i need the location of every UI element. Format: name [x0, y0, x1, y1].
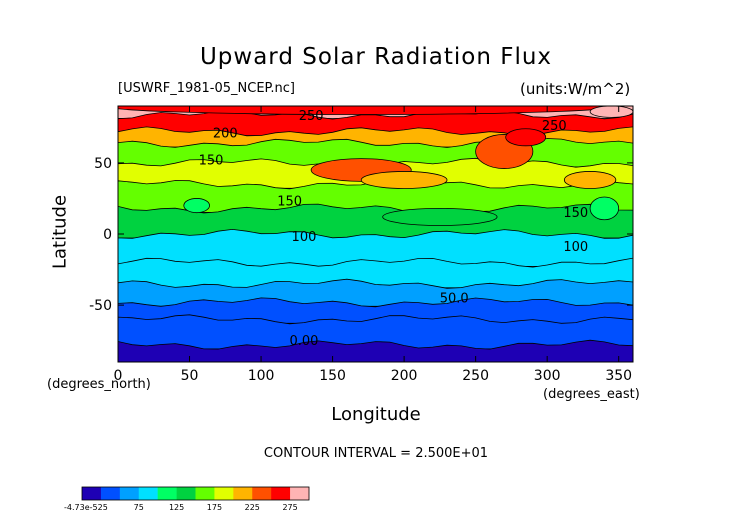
heatmap-patch: [589, 196, 620, 221]
contour-label: 50.0: [440, 291, 469, 306]
heatmap-band: [118, 278, 633, 307]
colorbar-swatch: [252, 487, 272, 500]
heatmap-band: [118, 257, 633, 289]
heatmap-band: [118, 109, 633, 136]
x-tick-label: 250: [462, 368, 489, 384]
colorbar-swatch: [138, 487, 158, 500]
x-tick-label: 300: [534, 368, 561, 384]
contour-label: 150: [563, 206, 588, 221]
heatmap-patch: [563, 171, 617, 189]
colorbar-swatch: [82, 487, 102, 500]
x-tick-label: 200: [391, 368, 418, 384]
colorbar-frame: [81, 486, 310, 501]
x-tick-label: 0: [114, 368, 123, 384]
x-tick-label: 50: [181, 368, 199, 384]
heatmap-patch: [360, 171, 448, 189]
heatmap-band: [118, 228, 633, 267]
contour-label: 150: [277, 195, 302, 210]
dataset-file-label: [USWRF_1981-05_NCEP.nc]: [118, 81, 295, 96]
contour-label: 200: [213, 126, 238, 141]
contour-label: 250: [299, 109, 324, 124]
contour-label: 150: [199, 153, 224, 168]
heatmap-band: [118, 339, 633, 362]
heatmap-field: 250 200 150 150 100 50.0 0.00 250 150 100: [118, 106, 633, 362]
colorbar-tick-label: 125: [169, 503, 184, 512]
x-axis-units: (degrees_east): [543, 387, 640, 402]
heatmap-band: [118, 314, 633, 350]
colorbar-tick-label: -4.73e-525: [64, 503, 108, 512]
colorbar-swatch: [195, 487, 215, 500]
contour-label: 100: [563, 240, 588, 255]
colorbar-swatch: [157, 487, 177, 500]
heatmap-patch: [382, 207, 498, 226]
colorbar-swatch: [119, 487, 140, 500]
colorbar-swatch: [214, 487, 234, 500]
contour-label: 250: [542, 119, 567, 134]
colorbar-swatch: [290, 487, 310, 500]
y-tick-label: 50: [94, 156, 112, 172]
colorbar-swatch: [271, 487, 291, 500]
x-tick-label: 150: [319, 368, 346, 384]
y-axis-units: (degrees_north): [47, 377, 151, 392]
heatmap-band: [118, 297, 633, 324]
heatmap-patch: [505, 128, 547, 147]
heatmap-patch: [183, 198, 210, 214]
colorbar-tick-label: 225: [245, 503, 260, 512]
x-axis-label: Longitude: [331, 404, 421, 425]
contour-label: 0.00: [289, 334, 318, 349]
colorbar-tick-label: 175: [207, 503, 222, 512]
colorbar-swatch: [233, 487, 253, 500]
colorbar-tick-label: 75: [134, 503, 144, 512]
x-tick-label: 100: [248, 368, 275, 384]
y-tick-label: 0: [103, 227, 112, 243]
chart-title: Upward Solar Radiation Flux: [199, 44, 553, 70]
y-axis-label: Latitude: [49, 194, 71, 270]
y-tick-label: -50: [89, 298, 112, 314]
colorbar-swatch: [176, 487, 196, 500]
x-tick-label: 350: [605, 368, 632, 384]
units-label: (units:W/m^2): [520, 80, 631, 98]
colorbar-tick-label: 275: [282, 503, 297, 512]
contour-label: 100: [292, 230, 317, 245]
heatmap-patch: [118, 106, 620, 115]
colorbar-swatch: [100, 487, 121, 500]
contour-interval-note: CONTOUR INTERVAL = 2.500E+01: [263, 446, 489, 461]
heatmap-patch: [589, 106, 633, 118]
